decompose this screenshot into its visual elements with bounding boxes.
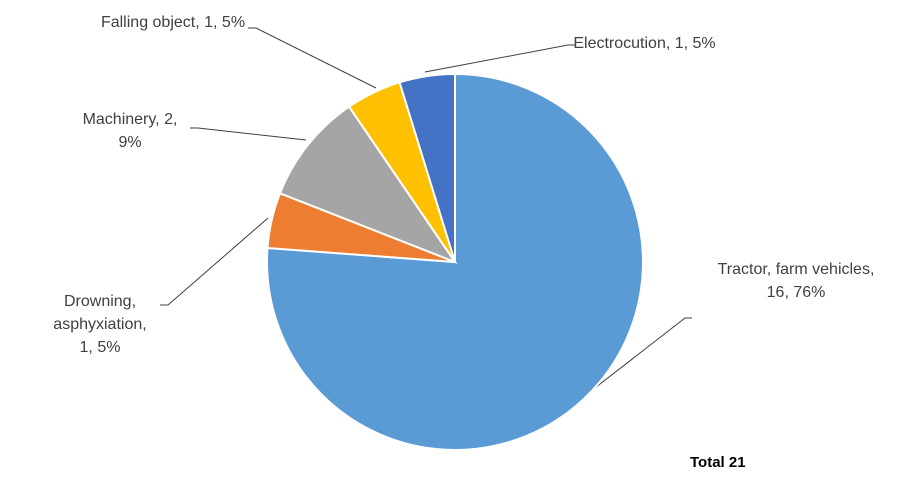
data-label: Drowning, asphyxiation, 1, 5% [45, 290, 155, 359]
leader-line [581, 317, 692, 399]
category-name: Machinery, [82, 111, 160, 128]
category-name: Drowning, asphyxiation, [53, 293, 147, 333]
data-label: Tractor, farm vehicles, 16, 76% [712, 258, 880, 304]
data-label: Machinery, 2, 9% [70, 108, 190, 154]
leader-line [248, 27, 377, 89]
pie-slice [398, 72, 456, 263]
value-label: 1, 5% [79, 339, 121, 356]
value-label: 2, 9% [118, 111, 178, 151]
value-label: 1, 5% [674, 35, 716, 52]
value-label: 1, 5% [204, 14, 246, 31]
leader-line [160, 217, 269, 306]
data-label: Electrocution, 1, 5% [572, 32, 717, 55]
category-name: Tractor, farm vehicles, [717, 261, 875, 278]
leader-line [190, 127, 307, 141]
leader-lines [160, 27, 692, 399]
pie-slice [278, 105, 458, 265]
value-label: 16, 76% [766, 284, 826, 301]
data-label: Falling object, 1, 5% [98, 11, 248, 34]
leader-line [424, 44, 576, 73]
category-name: Electrocution, [573, 35, 671, 52]
total-annotation: Total 21 [690, 454, 746, 471]
category-name: Falling object, [100, 14, 200, 31]
